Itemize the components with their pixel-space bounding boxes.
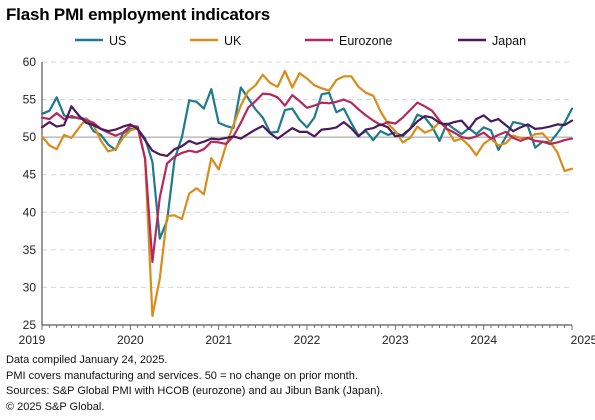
series-line-eurozone <box>40 92 574 263</box>
y-tick-label: 30 <box>23 280 37 294</box>
note-sources: Sources: S&P Global PMI with HCOB (euroz… <box>6 385 384 397</box>
note-data-compiled: Data compiled January 24, 2025. <box>6 354 168 366</box>
line-chart: 25 30 35 40 45 50 55 60 2019 2020 2021 2022 2023 2024… <box>19 34 595 347</box>
legend-item-japan: Japan <box>458 34 526 48</box>
x-tick-label: 2023 <box>382 333 409 347</box>
x-tick-label: 2019 <box>19 333 46 347</box>
x-tick-label: 2025 <box>571 333 595 347</box>
x-tick-label: 2022 <box>294 333 321 347</box>
legend-label: Japan <box>492 34 526 48</box>
x-tick-label: 2024 <box>470 333 497 347</box>
axes: 25 30 35 40 45 50 55 60 2019 2020 2021 2022 2023 2024… <box>19 55 595 347</box>
series-line-uk <box>40 69 574 318</box>
legend-item-us: US <box>75 34 126 48</box>
note-copyright: © 2025 S&P Global. <box>6 400 105 413</box>
y-tick-label: 55 <box>23 93 37 107</box>
legend-label: UK <box>224 34 242 48</box>
legend: US UK Eurozone Japan <box>75 34 526 48</box>
series-line-us <box>40 86 574 240</box>
note-coverage: PMI covers manufacturing and services. 5… <box>6 369 358 382</box>
legend-item-uk: UK <box>190 34 242 48</box>
y-tick-label: 50 <box>23 130 37 144</box>
legend-label: Eurozone <box>339 34 393 48</box>
series-lines <box>40 69 574 318</box>
y-tick-label: 40 <box>23 205 37 219</box>
y-tick-label: 60 <box>23 55 37 69</box>
y-tick-label: 45 <box>23 168 37 182</box>
x-tick-label: 2020 <box>117 333 144 347</box>
chart-title: Flash PMI employment indicators <box>6 5 270 24</box>
x-tick-label: 2021 <box>205 333 232 347</box>
gridlines <box>42 61 572 288</box>
legend-item-eurozone: Eurozone <box>305 34 393 48</box>
series-line-japan <box>40 105 574 157</box>
source-notes: Data compiled January 24, 2025. PMI cove… <box>6 353 383 415</box>
legend-label: US <box>109 34 126 48</box>
y-tick-label: 25 <box>23 318 37 332</box>
y-tick-label: 35 <box>23 243 37 257</box>
